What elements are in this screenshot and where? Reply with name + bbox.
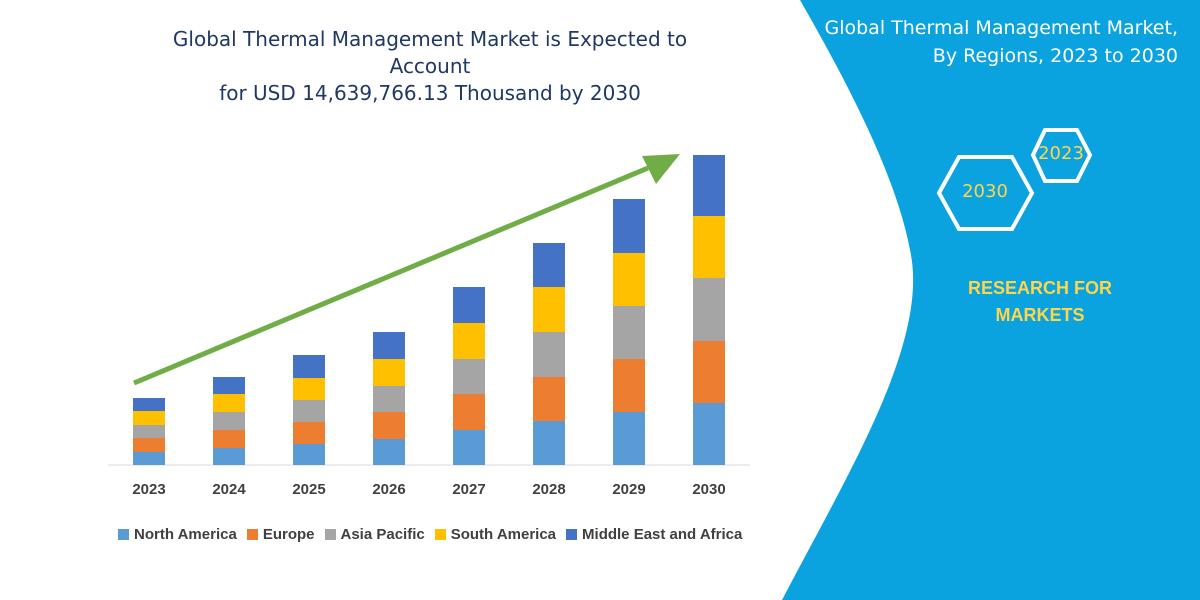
bar-segment-south-america-2027 <box>453 323 485 359</box>
bar-segment-asia-pacific-2030 <box>693 278 725 341</box>
bar-segment-middle-east-and-africa-2030 <box>693 155 725 216</box>
legend-swatch <box>434 529 446 540</box>
legend-label: Europe <box>262 526 315 543</box>
bar-segment-north-america-2029 <box>613 412 645 465</box>
bar-segment-middle-east-and-africa-2024 <box>213 377 245 394</box>
bar-segment-north-america-2028 <box>533 421 565 465</box>
bar-segment-europe-2028 <box>533 377 565 421</box>
legend-item-north-america: North America <box>118 526 237 543</box>
legend-item-europe: Europe <box>246 526 315 543</box>
bar-segment-asia-pacific-2026 <box>373 386 405 412</box>
bar-segment-europe-2023 <box>133 438 165 452</box>
bar-segment-europe-2026 <box>373 412 405 439</box>
stacked-bars-group <box>133 155 725 465</box>
chart-title: Global Thermal Management Market is Expe… <box>130 26 730 107</box>
legend-label: North America <box>134 526 237 543</box>
hexagon-2023-label: 2023 <box>1038 143 1084 164</box>
bar-segment-north-america-2030 <box>693 403 725 465</box>
bar-segment-middle-east-and-africa-2026 <box>373 332 405 359</box>
panel-title-line-1: Global Thermal Management Market, <box>824 17 1179 39</box>
x-tick-label-2029: 2029 <box>612 481 645 498</box>
brand-line-2: MARKETS <box>995 305 1085 325</box>
brand-name: RESEARCH FOR MARKETS <box>940 275 1140 329</box>
legend-swatch <box>566 529 578 540</box>
bar-segment-middle-east-and-africa-2023 <box>133 398 165 411</box>
bar-segment-asia-pacific-2029 <box>613 306 645 359</box>
panel-title: Global Thermal Management Market, By Reg… <box>798 14 1179 70</box>
chart-legend: North America Europe Asia Pacific South … <box>118 526 742 543</box>
bar-segment-asia-pacific-2025 <box>293 400 325 422</box>
bar-segment-europe-2025 <box>293 422 325 444</box>
legend-label: South America <box>450 526 557 543</box>
bar-segment-asia-pacific-2027 <box>453 359 485 394</box>
bar-segment-europe-2030 <box>693 341 725 403</box>
bar-segment-middle-east-and-africa-2029 <box>613 199 645 253</box>
trend-arrow <box>133 154 680 386</box>
bar-segment-asia-pacific-2023 <box>133 425 165 438</box>
x-tick-label-2024: 2024 <box>212 481 246 498</box>
legend-swatch <box>118 529 129 540</box>
bar-segment-north-america-2023 <box>133 452 165 465</box>
legend-label: Asia Pacific <box>340 526 425 543</box>
hexagon-2030-label: 2030 <box>962 181 1008 202</box>
bar-segment-south-america-2030 <box>693 216 725 278</box>
legend-item-middle-east-and-africa: Middle East and Africa <box>566 526 742 543</box>
bar-segment-europe-2027 <box>453 394 485 430</box>
bar-segment-asia-pacific-2028 <box>533 332 565 377</box>
x-tick-label-2023: 2023 <box>132 481 165 498</box>
blue-side-panel <box>782 0 1200 600</box>
panel-title-line-2: By Regions, 2023 to 2030 <box>932 45 1178 67</box>
x-tick-label-2028: 2028 <box>532 481 565 498</box>
bar-segment-europe-2029 <box>613 359 645 412</box>
trend-arrow-head <box>642 154 680 184</box>
legend-swatch <box>324 529 336 540</box>
x-tick-label-2026: 2026 <box>372 481 405 498</box>
bar-segment-south-america-2023 <box>133 411 165 425</box>
trend-arrow-shaft <box>133 165 649 386</box>
x-tick-label-2030: 2030 <box>692 481 725 498</box>
legend-item-south-america: South America <box>434 526 557 543</box>
bar-segment-north-america-2025 <box>293 444 325 465</box>
bar-segment-north-america-2027 <box>453 430 485 465</box>
x-tick-label-2027: 2027 <box>452 481 485 498</box>
hexagon-2030-outline <box>936 155 1035 231</box>
bar-segment-south-america-2024 <box>213 394 245 412</box>
legend-item-asia-pacific: Asia Pacific <box>324 526 425 543</box>
bar-segment-south-america-2026 <box>373 359 405 386</box>
hexagon-2023-outline <box>1030 128 1093 183</box>
bar-segment-south-america-2028 <box>533 287 565 332</box>
bar-segment-middle-east-and-africa-2027 <box>453 287 485 323</box>
x-tick-label-2025: 2025 <box>292 481 325 498</box>
legend-label: Middle East and Africa <box>582 526 743 543</box>
bar-segment-middle-east-and-africa-2025 <box>293 355 325 378</box>
bar-segment-south-america-2025 <box>293 378 325 400</box>
bar-segment-asia-pacific-2024 <box>213 412 245 430</box>
x-tick-labels-group: 2023 2024 2025 2026 2027 2028 2029 2030 <box>132 481 725 498</box>
chart-title-line-2: for USD 14,639,766.13 Thousand by 2030 <box>219 81 641 105</box>
brand-line-1: RESEARCH FOR <box>967 278 1112 298</box>
bar-segment-north-america-2026 <box>373 439 405 465</box>
bar-segment-europe-2024 <box>213 430 245 448</box>
bar-segment-south-america-2029 <box>613 253 645 306</box>
bar-segment-north-america-2024 <box>213 448 245 465</box>
chart-title-line-1: Global Thermal Management Market is Expe… <box>172 27 688 78</box>
legend-swatch <box>246 529 258 540</box>
bar-segment-middle-east-and-africa-2028 <box>533 243 565 287</box>
